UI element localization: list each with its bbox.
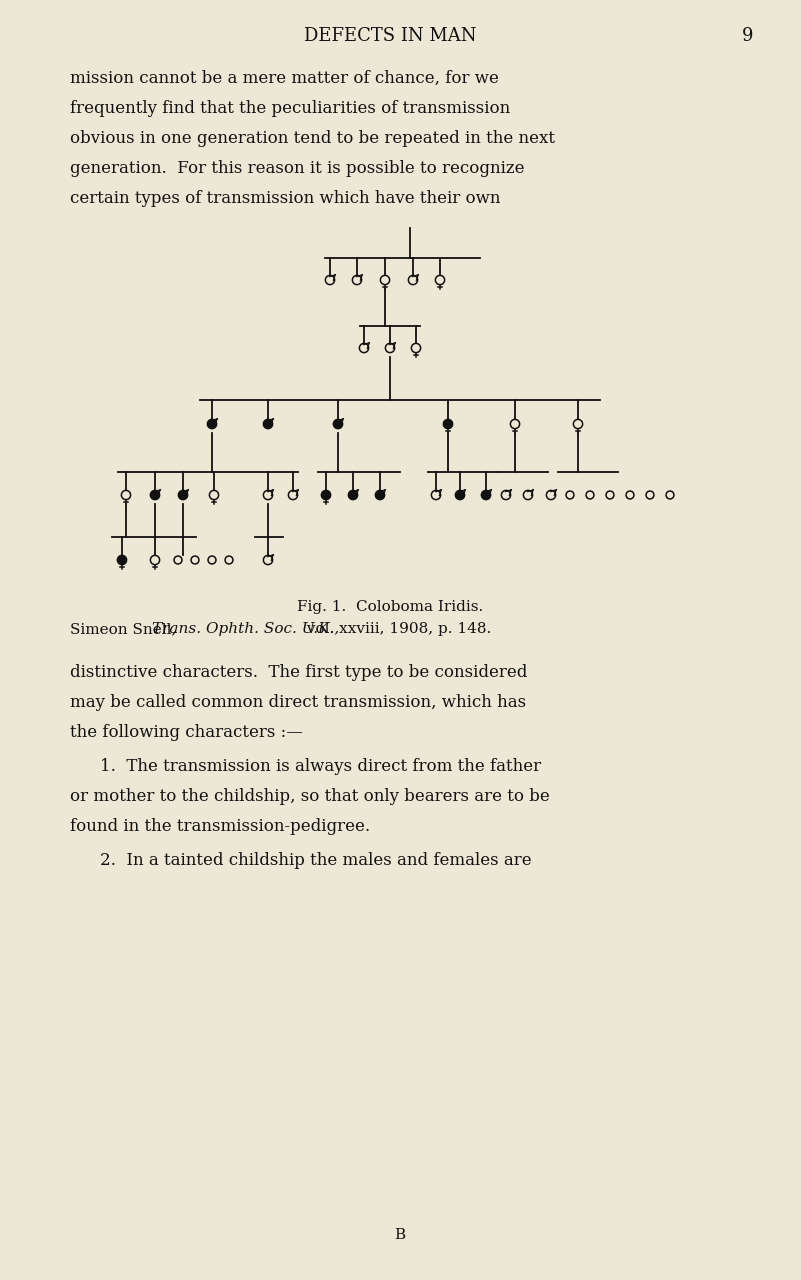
Circle shape	[385, 343, 395, 352]
Text: distinctive characters.  The first type to be considered: distinctive characters. The first type t…	[70, 664, 527, 681]
Circle shape	[456, 490, 465, 499]
Circle shape	[225, 556, 233, 564]
Circle shape	[444, 420, 453, 429]
Circle shape	[264, 556, 272, 564]
Circle shape	[626, 492, 634, 499]
Circle shape	[122, 490, 131, 499]
Circle shape	[321, 490, 331, 499]
Text: 9: 9	[743, 27, 754, 45]
Circle shape	[209, 490, 219, 499]
Circle shape	[481, 490, 491, 499]
Text: found in the transmission-pedigree.: found in the transmission-pedigree.	[70, 818, 370, 835]
Text: Simeon Snell,: Simeon Snell,	[70, 622, 181, 636]
Circle shape	[191, 556, 199, 564]
Circle shape	[352, 275, 361, 284]
Text: vol. xxviii, 1908, p. 148.: vol. xxviii, 1908, p. 148.	[302, 622, 491, 636]
Circle shape	[574, 420, 582, 429]
Text: may be called common direct transmission, which has: may be called common direct transmission…	[70, 694, 526, 710]
Text: obvious in one generation tend to be repeated in the next: obvious in one generation tend to be rep…	[70, 131, 555, 147]
Circle shape	[436, 275, 445, 284]
Text: frequently find that the peculiarities of transmission: frequently find that the peculiarities o…	[70, 100, 510, 116]
Circle shape	[348, 490, 357, 499]
Circle shape	[360, 343, 368, 352]
Circle shape	[501, 490, 510, 499]
Text: 2.  In a tainted childship the males and females are: 2. In a tainted childship the males and …	[100, 852, 532, 869]
Circle shape	[380, 275, 389, 284]
Text: mission cannot be a mere matter of chance, for we: mission cannot be a mere matter of chanc…	[70, 70, 499, 87]
Circle shape	[666, 492, 674, 499]
Circle shape	[586, 492, 594, 499]
Text: generation.  For this reason it is possible to recognize: generation. For this reason it is possib…	[70, 160, 525, 177]
Circle shape	[333, 420, 343, 429]
Text: Trans. Ophth. Soc. U.K.,: Trans. Ophth. Soc. U.K.,	[152, 622, 340, 636]
Circle shape	[646, 492, 654, 499]
Circle shape	[606, 492, 614, 499]
Circle shape	[510, 420, 520, 429]
Text: 1.  The transmission is always direct from the father: 1. The transmission is always direct fro…	[100, 758, 541, 774]
Circle shape	[179, 490, 187, 499]
Circle shape	[432, 490, 441, 499]
Circle shape	[118, 556, 127, 564]
Circle shape	[174, 556, 182, 564]
Circle shape	[151, 556, 159, 564]
Circle shape	[376, 490, 384, 499]
Circle shape	[207, 420, 216, 429]
Circle shape	[566, 492, 574, 499]
Circle shape	[264, 420, 272, 429]
Circle shape	[409, 275, 417, 284]
Circle shape	[546, 490, 556, 499]
Circle shape	[264, 490, 272, 499]
Text: or mother to the childship, so that only bearers are to be: or mother to the childship, so that only…	[70, 788, 549, 805]
Circle shape	[151, 490, 159, 499]
Circle shape	[208, 556, 216, 564]
Circle shape	[288, 490, 298, 499]
Text: the following characters :—: the following characters :—	[70, 724, 303, 741]
Circle shape	[325, 275, 335, 284]
Text: certain types of transmission which have their own: certain types of transmission which have…	[70, 189, 501, 207]
Text: DEFECTS IN MAN: DEFECTS IN MAN	[304, 27, 477, 45]
Circle shape	[523, 490, 533, 499]
Text: Fig. 1.  Coloboma Iridis.: Fig. 1. Coloboma Iridis.	[297, 600, 483, 614]
Circle shape	[412, 343, 421, 352]
Text: B: B	[394, 1228, 405, 1242]
